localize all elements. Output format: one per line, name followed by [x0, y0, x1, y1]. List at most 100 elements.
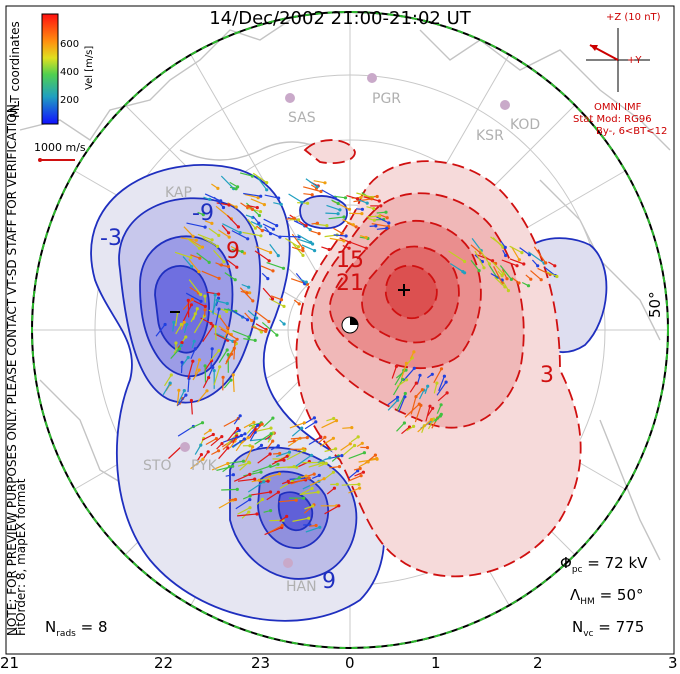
- velocity-vector: [346, 222, 357, 228]
- velocity-vector: [250, 198, 265, 206]
- latitude-label: 50°: [646, 291, 664, 318]
- velocity-vector-origin: [412, 366, 416, 370]
- velocity-vector-origin: [253, 477, 257, 481]
- velocity-vector-origin: [301, 249, 305, 253]
- velocity-vector-origin: [396, 395, 400, 399]
- velocity-vector: [182, 256, 193, 267]
- velocity-vector-origin: [252, 420, 256, 424]
- velocity-vector: [255, 323, 267, 331]
- velocity-vector-origin: [362, 451, 366, 455]
- velocity-vector-origin: [275, 224, 279, 228]
- velocity-vector-origin: [396, 398, 400, 402]
- velocity-vector: [303, 186, 322, 193]
- velocity-vector: [194, 359, 201, 375]
- velocity-vector-origin: [219, 199, 223, 203]
- velocity-vector-origin: [267, 259, 271, 263]
- velocity-vector-origin: [356, 197, 360, 201]
- velocity-vector: [213, 196, 224, 208]
- velocity-vector-origin: [271, 227, 275, 231]
- velocity-vector: [301, 487, 313, 495]
- velocity-vector: [210, 436, 223, 447]
- velocity-vector-origin: [311, 504, 315, 508]
- velocity-vector: [206, 291, 219, 295]
- velocity-vector: [544, 267, 556, 277]
- velocity-vector-origin: [358, 466, 362, 471]
- velocity-vector: [262, 223, 274, 230]
- velocity-vector-origin: [258, 210, 263, 214]
- velocity-vector-origin: [279, 202, 283, 206]
- velocity-vector-origin: [312, 416, 316, 420]
- velocity-vector: [192, 308, 198, 320]
- velocity-vector: [346, 195, 358, 200]
- velocity-vector-origin: [302, 448, 307, 453]
- velocity-vector: [222, 223, 241, 234]
- velocity-vector-origin: [197, 368, 201, 372]
- velocity-vector-origin: [373, 453, 377, 457]
- velocity-vector: [190, 400, 193, 415]
- velocity-vector-origin: [200, 245, 205, 249]
- velocity-vector-origin: [206, 450, 210, 454]
- velocity-vector: [269, 243, 279, 256]
- velocity-vector-origin: [189, 398, 193, 403]
- velocity-vector: [304, 421, 317, 430]
- velocity-vector-origin: [319, 189, 323, 194]
- velocity-vector: [216, 202, 230, 206]
- velocity-vector: [194, 444, 202, 455]
- velocity-vector-origin: [248, 494, 252, 498]
- imf-source: OMNI IMF: [594, 102, 642, 113]
- velocity-vector-origin: [340, 454, 344, 458]
- velocity-vector: [202, 325, 214, 343]
- velocity-vector-origin: [217, 292, 221, 296]
- velocity-vector-origin: [266, 479, 270, 483]
- velocity-vector-origin: [412, 350, 416, 354]
- velocity-vector-origin: [282, 322, 286, 326]
- velocity-vector: [235, 499, 251, 510]
- velocity-vector-origin: [226, 461, 230, 466]
- positive-potential-cells: [295, 139, 582, 578]
- velocity-vector-origin: [344, 234, 348, 238]
- velocity-vector: [275, 466, 295, 469]
- velocity-vector-origin: [190, 297, 194, 301]
- velocity-vector-origin: [200, 421, 205, 425]
- velocity-vector-origin: [431, 406, 435, 410]
- velocity-vector-origin: [260, 422, 264, 426]
- velocity-vector-origin: [246, 318, 250, 322]
- x-tick: 21: [0, 654, 20, 672]
- velocity-vector-origin: [211, 365, 215, 370]
- velocity-vector-origin: [199, 453, 203, 457]
- velocity-vector-origin: [242, 437, 247, 441]
- velocity-vector-origin: [351, 223, 355, 227]
- velocity-vector: [324, 448, 336, 453]
- velocity-vector: [396, 422, 405, 432]
- velocity-vector-origin: [226, 353, 230, 357]
- velocity-vector-origin: [300, 200, 304, 204]
- velocity-vector-origin: [322, 477, 326, 481]
- velocity-vector: [276, 451, 290, 458]
- colorbar-tick: 600: [60, 39, 79, 50]
- velocity-vector-origin: [260, 229, 264, 233]
- velocity-vector: [387, 396, 398, 406]
- velocity-vector: [216, 465, 233, 471]
- velocity-vector-origin: [372, 218, 376, 222]
- velocity-vector: [499, 265, 512, 280]
- velocity-vector: [188, 279, 202, 295]
- velocity-vector-origin: [327, 247, 331, 252]
- velocity-vector: [163, 374, 172, 387]
- velocity-vector-origin: [277, 196, 281, 200]
- velocity-vector-origin: [356, 435, 360, 439]
- velocity-vector-origin: [487, 262, 491, 266]
- velocity-vector: [392, 379, 404, 396]
- velocity-vector: [208, 227, 220, 236]
- velocity-vector-origin: [463, 259, 467, 264]
- velocity-vector-origin: [193, 347, 197, 351]
- velocity-vector-origin: [240, 250, 244, 254]
- velocity-vector-origin: [515, 264, 519, 268]
- x-tick: 1: [431, 654, 441, 672]
- velocity-vector-origin: [218, 365, 222, 369]
- velocity-vector: [414, 405, 422, 423]
- velocity-vector-origin: [213, 324, 217, 328]
- velocity-vector-origin: [203, 225, 207, 229]
- velocity-vector: [391, 366, 397, 379]
- velocity-vector-origin: [334, 419, 339, 423]
- radar-sites: [180, 73, 510, 568]
